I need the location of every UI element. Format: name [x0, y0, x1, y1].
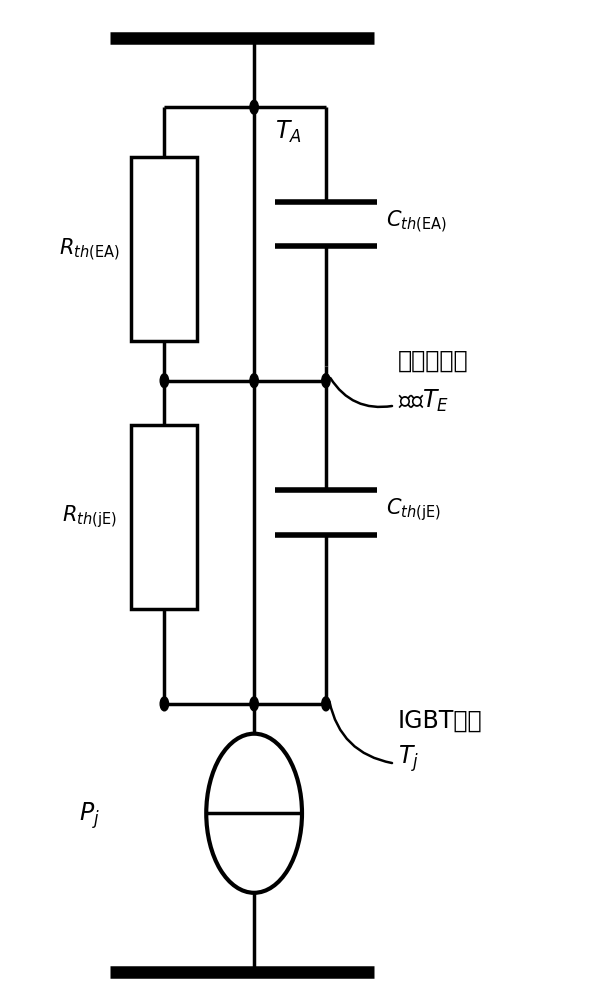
Circle shape [322, 374, 330, 388]
Text: $T_j$: $T_j$ [398, 743, 419, 774]
FancyBboxPatch shape [132, 157, 198, 341]
Circle shape [160, 697, 169, 711]
Text: $R_{th\rm{(jE)}}$: $R_{th\rm{(jE)}}$ [62, 504, 117, 530]
Text: $T_A$: $T_A$ [275, 119, 301, 145]
FancyBboxPatch shape [132, 425, 198, 609]
Text: 端子$T_E$: 端子$T_E$ [398, 387, 449, 414]
Circle shape [250, 697, 259, 711]
Text: $P_j$: $P_j$ [79, 800, 100, 831]
Circle shape [250, 374, 259, 388]
Circle shape [322, 697, 330, 711]
Text: $C_{th\rm{(EA)}}$: $C_{th\rm{(EA)}}$ [386, 208, 447, 235]
Text: IGBT芯片: IGBT芯片 [398, 709, 483, 733]
Circle shape [160, 374, 169, 388]
Text: $C_{th\rm{(jE)}}$: $C_{th\rm{(jE)}}$ [386, 497, 441, 523]
Text: $R_{th\rm{(EA)}}$: $R_{th\rm{(EA)}}$ [59, 236, 120, 263]
Text: 功率发射极: 功率发射极 [398, 349, 468, 373]
Circle shape [250, 100, 259, 114]
